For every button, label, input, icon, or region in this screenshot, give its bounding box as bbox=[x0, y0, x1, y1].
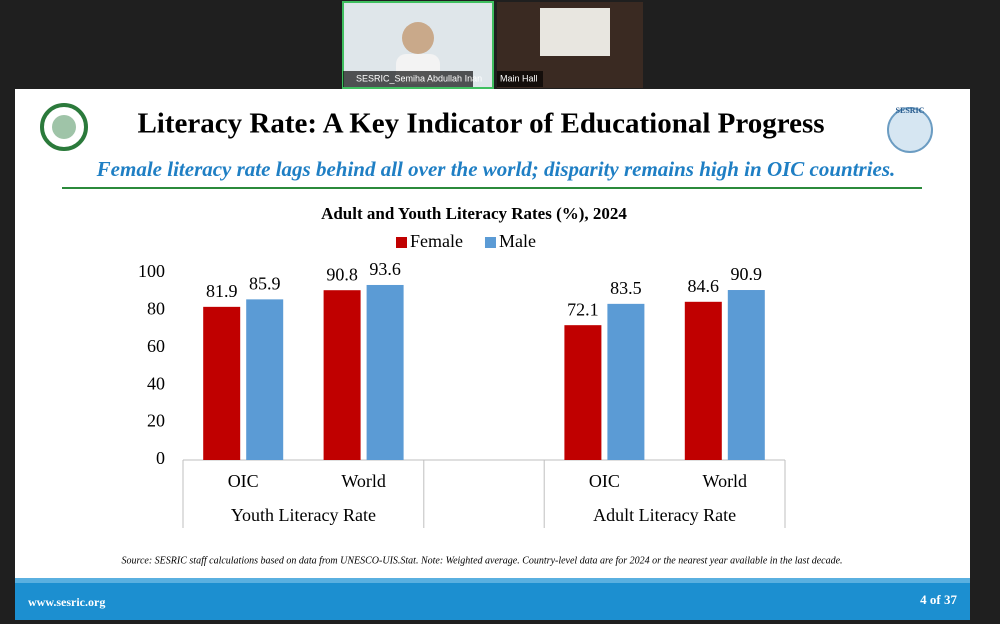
legend-swatch bbox=[484, 237, 496, 248]
group-label: Youth Literacy Rate bbox=[231, 505, 376, 525]
website[interactable]: www.sesric.org bbox=[28, 595, 105, 609]
bar bbox=[366, 284, 404, 460]
x-tick-label: OIC bbox=[589, 471, 620, 491]
source-note: Source: SESRIC staff calculations based … bbox=[121, 555, 842, 566]
tile-label: SESRIC_Semiha Abdullah Inan bbox=[356, 73, 482, 83]
footer bbox=[15, 583, 970, 620]
slide-title: Literacy Rate: A Key Indicator of Educat… bbox=[137, 108, 824, 140]
slide-subtitle: Female literacy rate lags behind all ove… bbox=[96, 157, 896, 181]
page-number: 4 of 37 bbox=[920, 592, 957, 607]
logo bbox=[887, 107, 933, 153]
tile-label: Main Hall bbox=[500, 73, 538, 83]
legend-label: Female bbox=[410, 231, 463, 251]
value-label: 90.8 bbox=[326, 264, 358, 284]
bar bbox=[607, 303, 645, 460]
label-bg bbox=[343, 71, 473, 87]
footer-stripe bbox=[15, 578, 970, 583]
bar bbox=[727, 290, 765, 460]
y-tick-label: 80 bbox=[147, 299, 165, 319]
group-label: Adult Literacy Rate bbox=[593, 505, 736, 525]
legend-swatch bbox=[396, 237, 407, 248]
logo bbox=[52, 115, 76, 139]
x-tick-label: World bbox=[341, 471, 386, 491]
bar bbox=[564, 325, 602, 460]
bar bbox=[323, 290, 361, 460]
logo-text: SESRIC bbox=[896, 106, 925, 115]
bar bbox=[684, 301, 722, 460]
value-label: 81.9 bbox=[206, 281, 238, 301]
value-label: 90.9 bbox=[731, 264, 763, 284]
y-tick-label: 40 bbox=[147, 373, 165, 393]
y-tick-label: 60 bbox=[147, 336, 165, 356]
chart-title: Adult and Youth Literacy Rates (%), 2024 bbox=[321, 204, 627, 223]
value-label: 93.6 bbox=[369, 259, 401, 279]
label-bg bbox=[497, 71, 543, 87]
value-label: 84.6 bbox=[688, 276, 720, 296]
y-tick-label: 20 bbox=[147, 411, 165, 431]
bar bbox=[203, 306, 241, 460]
slide bbox=[15, 89, 970, 620]
legend-label: Male bbox=[499, 231, 536, 251]
chart: 0 20 40 60 80 100 Female Male OIC 81.9 85.9 World 90… bbox=[138, 231, 786, 528]
bar bbox=[246, 299, 284, 460]
x-tick-label: World bbox=[703, 471, 748, 491]
y-tick-label: 100 bbox=[138, 261, 165, 281]
value-label: 85.9 bbox=[249, 273, 281, 293]
value-label: 83.5 bbox=[610, 278, 642, 298]
screen-thumb bbox=[540, 8, 610, 56]
participant bbox=[402, 22, 434, 54]
value-label: 72.1 bbox=[567, 299, 599, 319]
x-tick-label: OIC bbox=[228, 471, 259, 491]
y-tick-label: 0 bbox=[156, 448, 165, 468]
